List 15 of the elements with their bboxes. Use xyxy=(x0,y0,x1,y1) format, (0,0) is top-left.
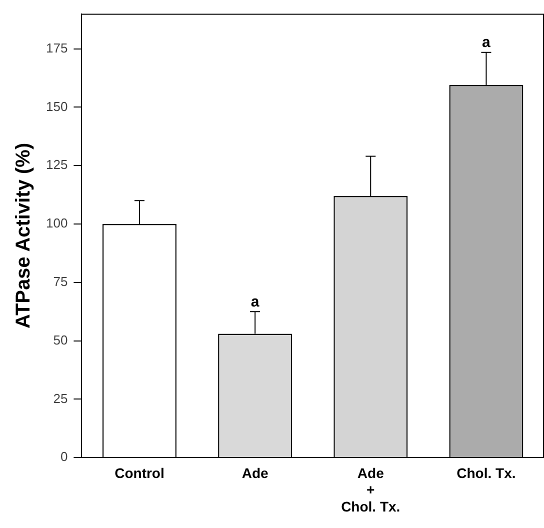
y-tick-label: 150 xyxy=(46,98,68,114)
y-tick-label: 175 xyxy=(46,40,68,56)
x-tick-label: Ade xyxy=(242,464,268,481)
y-axis-title: ATPase Activity (%) xyxy=(12,142,35,329)
annotation: a xyxy=(482,34,492,51)
y-tick-label: 100 xyxy=(46,216,68,231)
y-tick-label: 125 xyxy=(46,157,68,172)
x-tick-label: Chol. Tx. xyxy=(456,464,516,481)
annotation: a xyxy=(250,293,260,310)
y-tick-label: 25 xyxy=(53,390,68,406)
y-tick-label: 50 xyxy=(53,332,68,348)
y-tick-label: 75 xyxy=(53,274,68,289)
y-tick-label: 0 xyxy=(60,449,68,464)
x-tick-label: Ade + Chol. Tx. xyxy=(341,464,400,514)
x-tick-label: Control xyxy=(114,464,164,481)
